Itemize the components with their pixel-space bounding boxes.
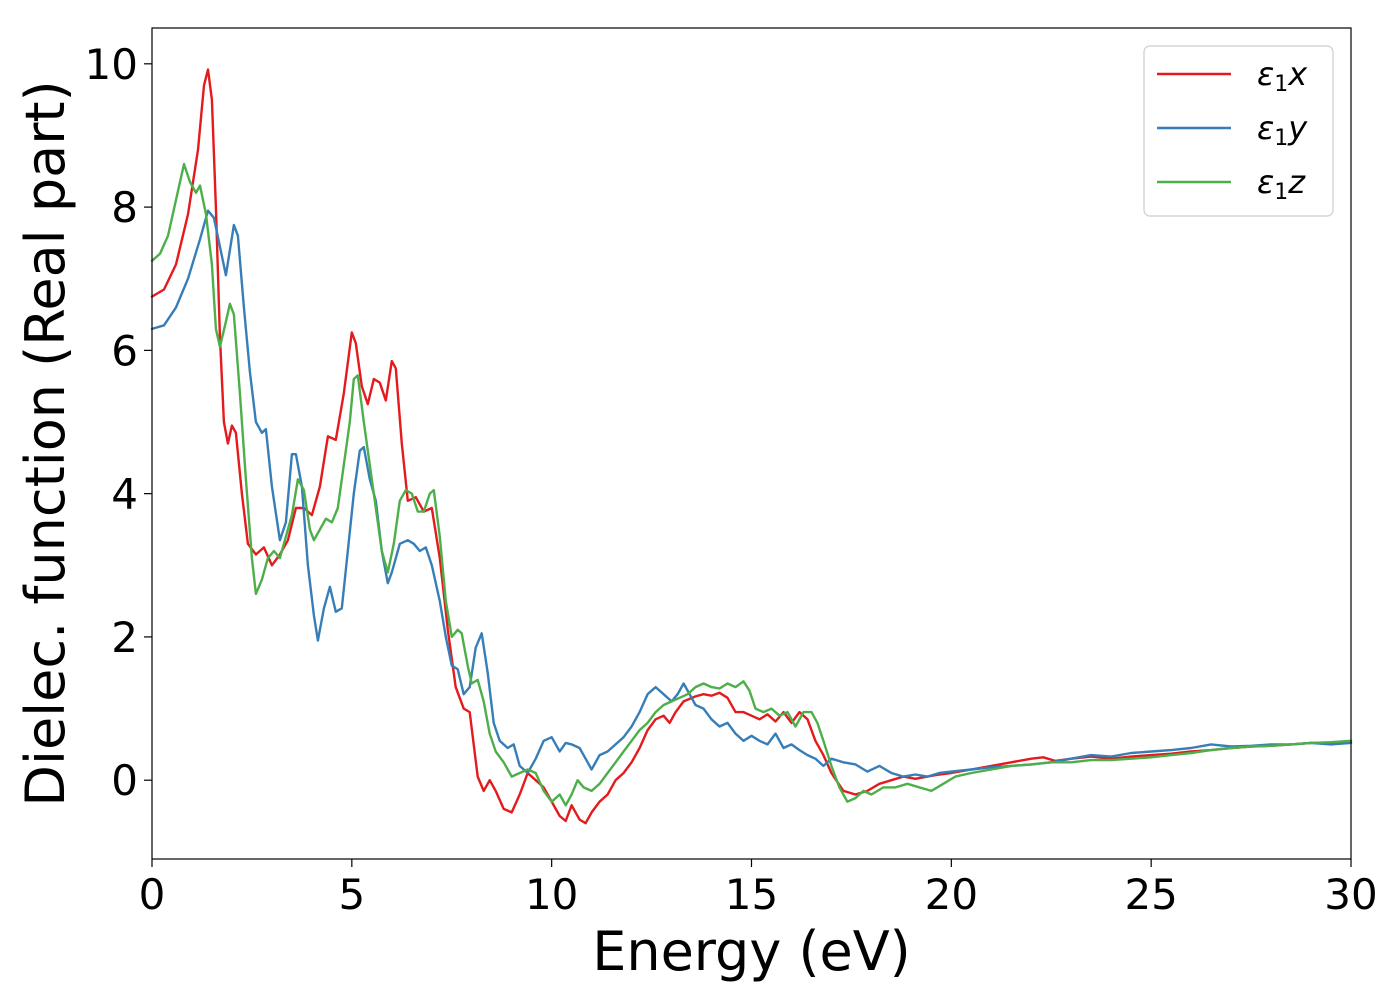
- legend-label-y: ε1y: [1257, 109, 1308, 151]
- series-layer: [150, 68, 1353, 825]
- x-tick-label: 5: [338, 870, 365, 919]
- x-axis-ticks: 0 5 10 15 20 25 30: [139, 859, 1378, 919]
- x-axis-title: Energy (eV): [592, 920, 911, 983]
- y-tick-label: 8: [111, 183, 138, 232]
- x-tick-label: 0: [139, 870, 166, 919]
- y-tick-label: 0: [111, 756, 138, 805]
- series-line-y: [150, 209, 1353, 778]
- x-tick-label: 25: [1124, 870, 1177, 919]
- x-tick-label: 15: [725, 870, 778, 919]
- x-tick-label: 20: [925, 870, 978, 919]
- legend-box: [1143, 45, 1334, 217]
- y-tick-label: 2: [111, 613, 138, 662]
- y-axis-title: Dielec. function (Real part): [14, 80, 77, 806]
- legend-label-x: ε1x: [1257, 55, 1308, 97]
- y-tick-label: 10: [85, 40, 138, 89]
- x-tick-label: 10: [525, 870, 578, 919]
- y-tick-label: 6: [111, 326, 138, 375]
- y-axis-ticks: 0 2 4 6 8 10: [85, 40, 152, 805]
- series-line-z: [150, 162, 1353, 807]
- y-tick-label: 4: [111, 470, 138, 519]
- x-tick-label: 30: [1324, 870, 1377, 919]
- legend: ε1x ε1y ε1z: [1143, 45, 1334, 217]
- legend-label-z: ε1z: [1257, 163, 1306, 205]
